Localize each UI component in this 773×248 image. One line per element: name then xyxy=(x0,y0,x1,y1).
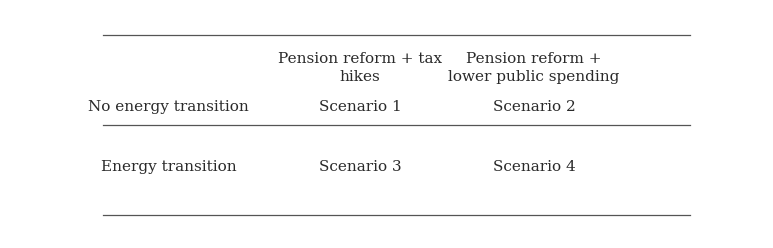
Text: Scenario 1: Scenario 1 xyxy=(318,100,402,114)
Text: Scenario 3: Scenario 3 xyxy=(319,160,401,174)
Text: No energy transition: No energy transition xyxy=(88,100,249,114)
Text: Scenario 2: Scenario 2 xyxy=(492,100,575,114)
Text: Pension reform + tax
hikes: Pension reform + tax hikes xyxy=(278,52,442,84)
Text: Pension reform +
lower public spending: Pension reform + lower public spending xyxy=(448,52,620,84)
Text: Energy transition: Energy transition xyxy=(100,160,237,174)
Text: Scenario 4: Scenario 4 xyxy=(492,160,575,174)
